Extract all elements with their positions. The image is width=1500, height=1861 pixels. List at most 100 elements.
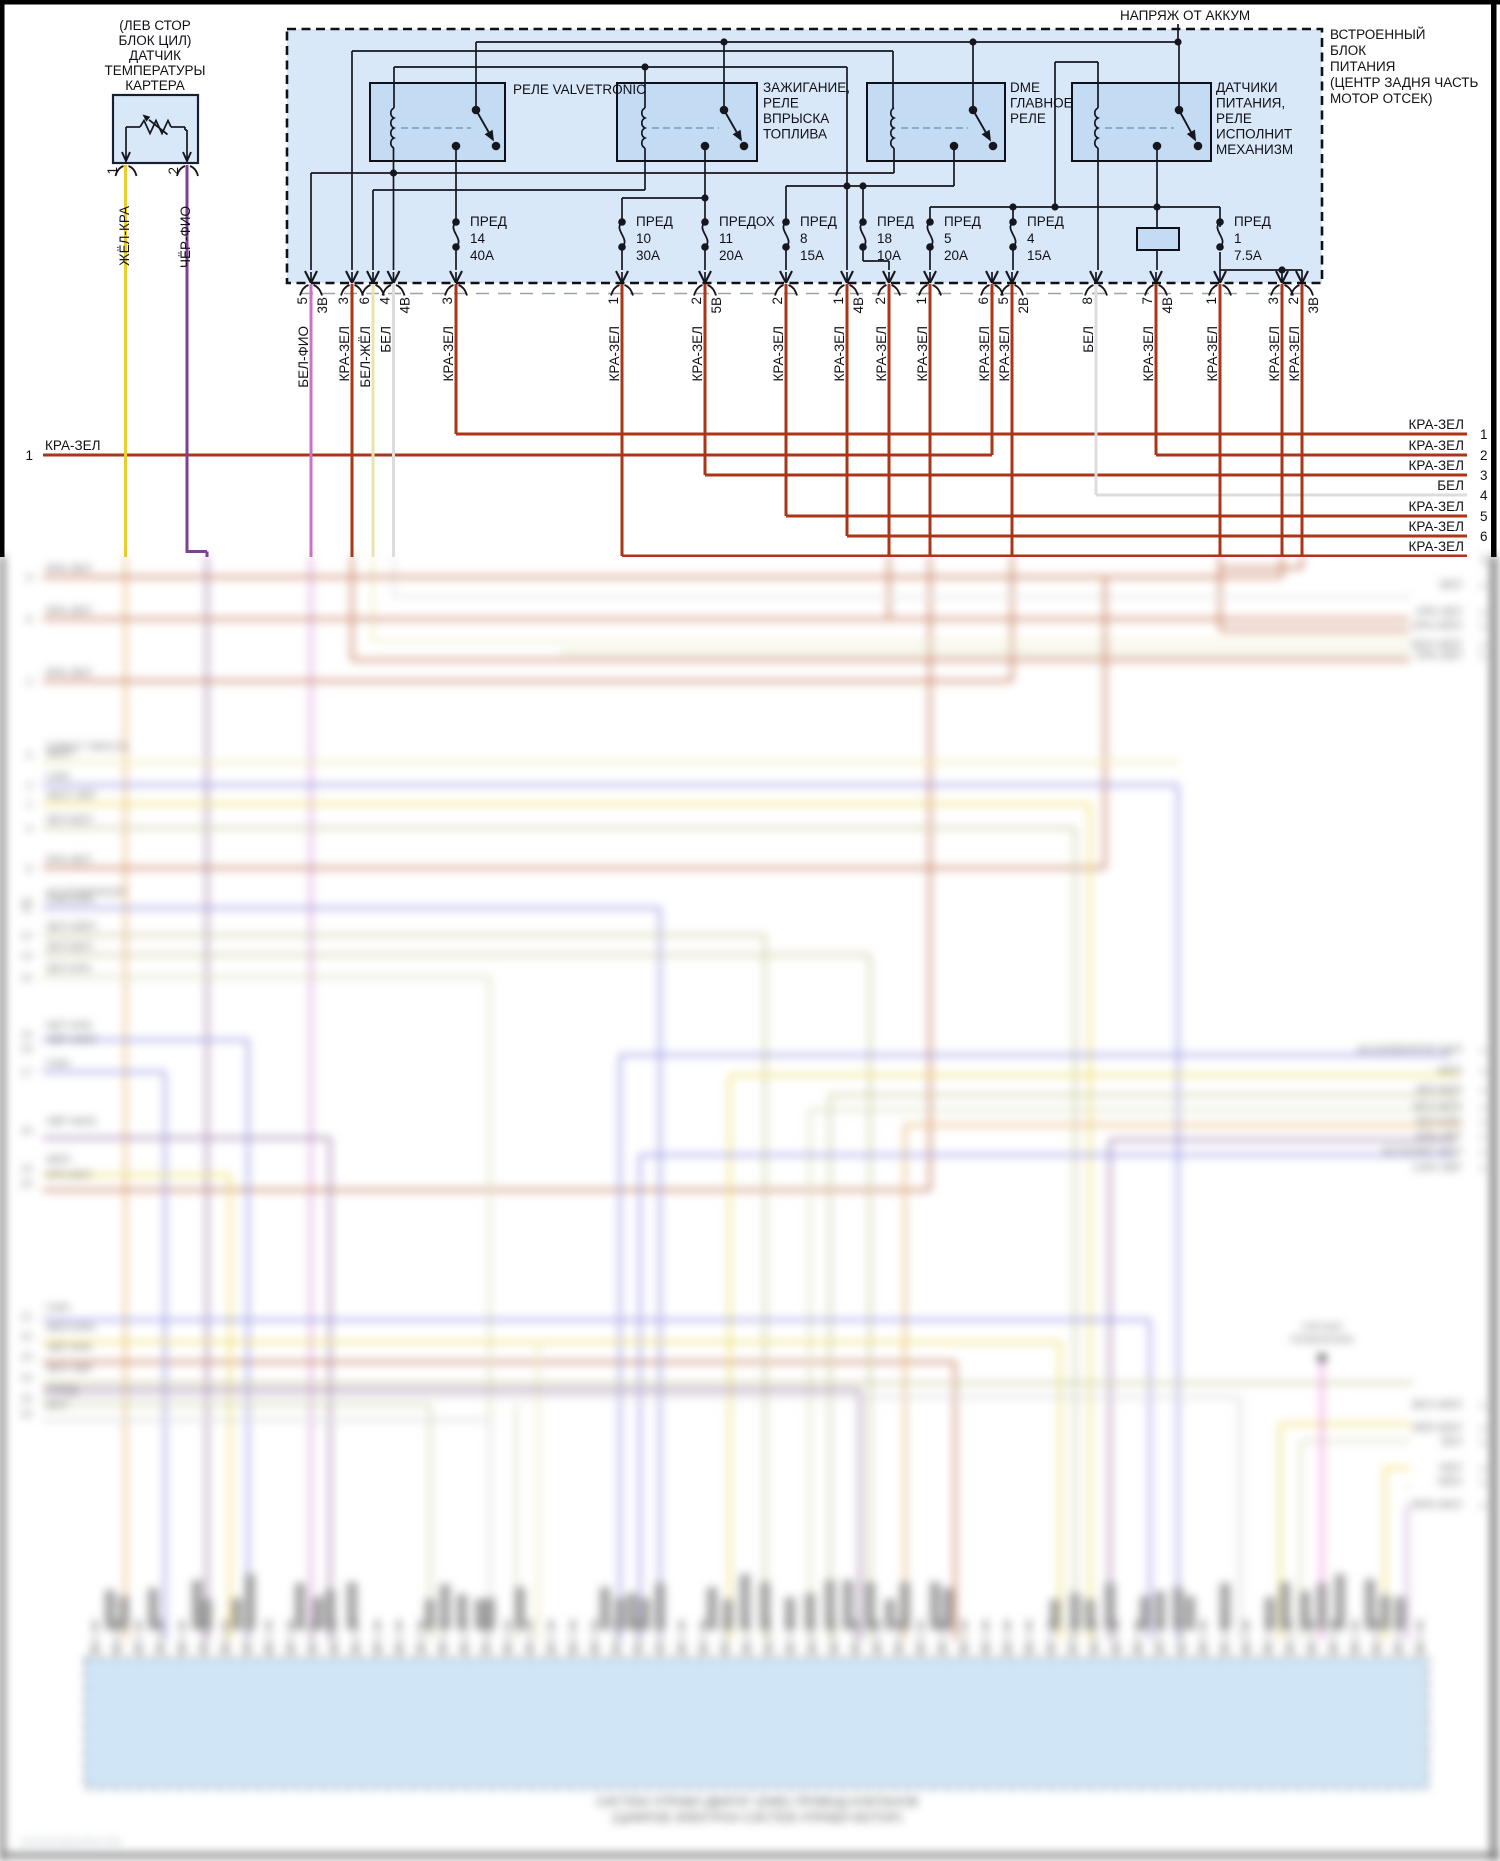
svg-text:14: 14 <box>21 973 33 984</box>
svg-text:КРА-ЗЕЛ: КРА-ЗЕЛ <box>1409 417 1464 432</box>
svg-text:5В: 5В <box>709 297 724 314</box>
svg-text:ЗЕЛ-БЕЛ: ЗЕЛ-БЕЛ <box>46 814 93 826</box>
svg-text:КРА-ЗЕЛ: КРА-ЗЕЛ <box>690 326 705 381</box>
svg-text:1: 1 <box>606 297 621 305</box>
svg-text:9: 9 <box>1480 1424 1485 1434</box>
svg-text:КРА-ЗЕЛ: КРА-ЗЕЛ <box>1417 650 1462 662</box>
svg-text:КРА-БЕЛ: КРА-БЕЛ <box>46 1169 92 1181</box>
svg-text:ЖЁЛ: ЖЁЛ <box>1437 1065 1462 1077</box>
svg-text:ЗЕЛ-БЕЛ: ЗЕЛ-БЕЛ <box>46 941 93 953</box>
svg-text:ЗЕЛ-ЧЁР: ЗЕЛ-ЧЁР <box>46 1363 93 1375</box>
svg-text:РЕЛЕ VALVETRONIC: РЕЛЕ VALVETRONIC <box>513 82 646 97</box>
svg-text:ПРЕД: ПРЕД <box>800 214 837 229</box>
svg-text:1: 1 <box>1234 231 1242 246</box>
svg-text:2: 2 <box>873 297 888 305</box>
svg-text:5: 5 <box>295 297 310 305</box>
svg-text:40А: 40А <box>470 248 494 263</box>
svg-text:9: 9 <box>1480 1133 1485 1143</box>
svg-text:15А: 15А <box>1027 248 1051 263</box>
svg-text:4: 4 <box>378 297 393 305</box>
svg-text:БЕЛ: БЕЛ <box>1440 579 1462 591</box>
svg-text:24: 24 <box>21 1373 33 1384</box>
svg-text:КРА-ЗЕЛ: КРА-ЗЕЛ <box>915 326 930 381</box>
svg-text:9: 9 <box>1480 581 1485 591</box>
svg-text:СИН: СИН <box>46 1302 70 1314</box>
svg-text:ВСТРОЕННЫЙ: ВСТРОЕННЫЙ <box>1330 27 1425 42</box>
svg-text:11: 11 <box>719 231 733 246</box>
svg-text:2: 2 <box>689 297 704 305</box>
svg-text:ГЕНЕРАТОРА: ГЕНЕРАТОРА <box>1290 1335 1354 1346</box>
svg-text:КРА-ЗЕЛ: КРА-ЗЕЛ <box>997 326 1012 381</box>
svg-text:9: 9 <box>1480 1103 1485 1113</box>
svg-text:КРА-ЗЕЛ: КРА-ЗЕЛ <box>874 326 889 381</box>
svg-text:ЧЁР-КРА: ЧЁР-КРА <box>46 1342 93 1354</box>
svg-text:7: 7 <box>1140 297 1155 305</box>
svg-text:21: 21 <box>21 1312 33 1323</box>
svg-text:ПИТАНИЯ: ПИТАНИЯ <box>1330 59 1395 74</box>
svg-text:23: 23 <box>21 1352 33 1363</box>
svg-text:КРА-ЗЕЛ: КРА-ЗЕЛ <box>607 326 622 381</box>
svg-text:4: 4 <box>1480 488 1488 503</box>
svg-text:БЕЛ-ЖЁЛ: БЕЛ-ЖЁЛ <box>1412 1399 1462 1411</box>
svg-text:2В: 2В <box>1016 297 1031 314</box>
svg-text:15: 15 <box>21 1164 33 1175</box>
svg-text:ЗАЖИГАНИЕ,: ЗАЖИГАНИЕ, <box>763 80 850 95</box>
svg-text:2: 2 <box>166 167 181 175</box>
svg-text:БЕЛ: БЕЛ <box>1081 326 1096 353</box>
svg-text:9: 9 <box>1480 1046 1485 1056</box>
svg-text:10: 10 <box>21 897 33 908</box>
svg-text:5: 5 <box>996 297 1011 305</box>
svg-text:КРА-ЗЕЛ: КРА-ЗЕЛ <box>1205 326 1220 381</box>
svg-text:6: 6 <box>976 297 991 305</box>
svg-text:АССЕЛЕР ЖЁЛ: АССЕЛЕР ЖЁЛ <box>1382 1146 1462 1158</box>
svg-text:2: 2 <box>770 297 785 305</box>
svg-text:9: 9 <box>1480 1148 1485 1158</box>
svg-text:БЕЛ-ЖЁЛ: БЕЛ-ЖЁЛ <box>1412 639 1462 651</box>
svg-text:ЖЁЛ-КРА: ЖЁЛ-КРА <box>46 1322 95 1334</box>
svg-text:ПРЕДОХ: ПРЕДОХ <box>719 214 775 229</box>
svg-text:РЕЛЕ: РЕЛЕ <box>1010 111 1046 126</box>
svg-text:20А: 20А <box>719 248 743 263</box>
svg-text:КРА-ЗЕЛ: КРА-ЗЕЛ <box>46 605 91 617</box>
svg-text:carmanualsonline.info: carmanualsonline.info <box>20 1836 122 1848</box>
svg-text:ПРЕД: ПРЕД <box>877 214 914 229</box>
svg-text:9: 9 <box>1480 641 1485 651</box>
svg-text:БЕЛ: БЕЛ <box>1437 478 1464 493</box>
svg-text:9: 9 <box>1480 1086 1485 1096</box>
svg-text:(ЛЕВ СТОР: (ЛЕВ СТОР <box>119 18 191 33</box>
svg-text:ЗЕЛ-БЕЛ: ЗЕЛ-БЕЛ <box>1415 1084 1462 1096</box>
svg-text:26: 26 <box>21 1409 33 1420</box>
svg-text:ЖЁЛ-БЕЛ: ЖЁЛ-БЕЛ <box>1412 1422 1462 1434</box>
svg-text:КРА-ЗЕЛ: КРА-ЗЕЛ <box>1409 499 1464 514</box>
svg-text:ЧЁР-ФИО: ЧЁР-ФИО <box>178 206 193 268</box>
svg-text:ФИО-БЕЛ: ФИО-БЕЛ <box>1412 1499 1462 1511</box>
svg-text:1: 1 <box>1204 297 1219 305</box>
svg-text:15А: 15А <box>800 248 824 263</box>
svg-text:3В: 3В <box>1306 297 1321 314</box>
svg-text:16: 16 <box>21 1030 33 1041</box>
svg-text:КРА-ЗЕЛ: КРА-ЗЕЛ <box>337 326 352 381</box>
svg-text:БЛОК: БЛОК <box>1330 43 1366 58</box>
svg-text:ЧЁР-ФИО: ЧЁР-ФИО <box>46 1116 97 1128</box>
svg-text:ЖЁЛ-КРА: ЖЁЛ-КРА <box>117 206 132 266</box>
svg-text:КРА-ЗЕЛ: КРА-ЗЕЛ <box>46 667 91 679</box>
svg-text:КРА-ЗЕЛ: КРА-ЗЕЛ <box>46 563 91 575</box>
svg-text:ДАТЧИК: ДАТЧИК <box>129 48 181 63</box>
svg-text:БЕЛ-ЖЁЛ: БЕЛ-ЖЁЛ <box>358 326 373 388</box>
svg-text:КРА-ЗЕЛ: КРА-ЗЕЛ <box>1409 458 1464 473</box>
svg-text:КРА-ЗЕЛ: КРА-ЗЕЛ <box>977 326 992 381</box>
svg-text:22: 22 <box>21 1332 33 1343</box>
svg-text:17: 17 <box>21 1068 33 1079</box>
svg-text:КРА-ЗЕЛ: КРА-ЗЕЛ <box>1409 519 1464 534</box>
svg-text:ТЕМПЕРАТУРЫ: ТЕМПЕРАТУРЫ <box>104 63 205 78</box>
svg-text:3: 3 <box>1480 468 1488 483</box>
svg-text:7: 7 <box>1480 556 1488 569</box>
svg-text:КРА-ЗЕЛ: КРА-ЗЕЛ <box>441 326 456 381</box>
svg-text:9: 9 <box>1480 1401 1485 1411</box>
svg-text:3: 3 <box>336 297 351 305</box>
svg-text:9: 9 <box>1480 1464 1485 1474</box>
svg-text:ПРЕД: ПРЕД <box>1234 214 1271 229</box>
svg-text:2: 2 <box>1480 448 1488 463</box>
svg-text:КРА-ЗЕЛ: КРА-ЗЕЛ <box>1409 438 1464 453</box>
svg-text:РЕЛЕ: РЕЛЕ <box>763 96 799 111</box>
